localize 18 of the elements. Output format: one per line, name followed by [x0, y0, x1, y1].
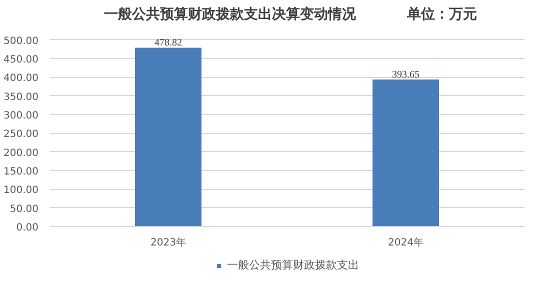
y-tick-label: 500.00 — [4, 36, 39, 47]
x-tick-label: 2024年 — [388, 236, 424, 248]
y-tick-label: 100.00 — [4, 185, 39, 196]
chart-title: 一般公共预算财政拨款支出决算变动情况 — [104, 6, 358, 22]
y-tick-label: 150.00 — [4, 166, 39, 178]
data-label: 478.82 — [154, 38, 182, 49]
text: 单位：万元 — [406, 6, 478, 22]
y-tick-label: 400.00 — [4, 73, 39, 84]
y-tick-label: 0.00 — [16, 222, 38, 234]
y-tick-label: 450.00 — [4, 54, 39, 66]
data-label: 393.65 — [392, 70, 420, 81]
y-tick-label: 300.00 — [4, 110, 39, 122]
x-tick-label: 2023年 — [150, 236, 186, 248]
y-tick-label: 200.00 — [4, 148, 39, 159]
y-tick-label: 350.00 — [4, 92, 39, 103]
y-tick-label: 250.00 — [4, 129, 39, 140]
legend-label: 一般公共预算财政拨款支出 — [227, 258, 359, 272]
y-tick-label: 50.00 — [10, 204, 39, 215]
